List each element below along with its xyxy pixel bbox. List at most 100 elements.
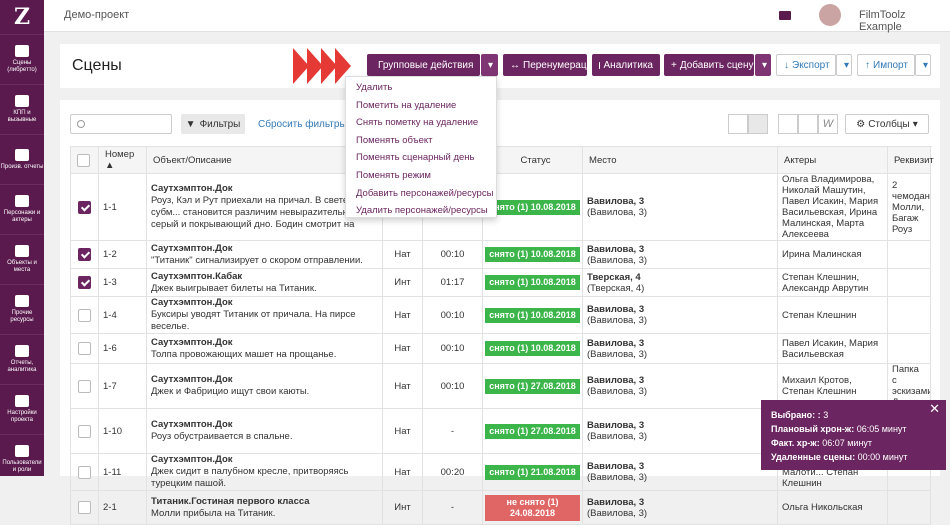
filters-button[interactable]: ▼ Фильтры (181, 114, 245, 134)
text-view-icon[interactable]: W (818, 114, 838, 134)
mail-icon[interactable] (779, 11, 791, 20)
scene-time: - (422, 490, 483, 525)
chevron-down-icon: ▾ (762, 59, 768, 71)
row-checkbox[interactable] (78, 379, 91, 393)
scene-status-cell: не снято (1) 24.08.2018 (482, 490, 583, 525)
sidebar-item-3[interactable]: Персонажи и актеры (0, 184, 44, 234)
col-object[interactable]: Объект/Описание (146, 146, 383, 174)
col-actors[interactable]: Актеры (777, 146, 888, 174)
avatar[interactable] (819, 4, 841, 26)
scene-time: - (422, 408, 483, 454)
download-icon: ↓ (784, 59, 789, 71)
menu-item[interactable]: Добавить персонажей/ресурсы (356, 187, 494, 199)
people-icon (15, 445, 29, 457)
table-row[interactable]: 1-3 Саутхэмптон.Кабак Джек выигрывает биле… (70, 268, 931, 297)
select-all-checkbox[interactable] (77, 153, 90, 167)
reset-filters-link[interactable]: Сбросить фильтры (258, 119, 347, 130)
analytics-button[interactable]: Аналитика (592, 54, 660, 76)
menu-item[interactable]: Снять пометку на удаление (356, 117, 479, 129)
scene-object: Титаник.Гостиная первого класса Молли при… (146, 490, 383, 525)
group-actions-button[interactable]: Групповые действия (367, 54, 480, 76)
row-select-cell[interactable] (70, 296, 99, 334)
user-name[interactable]: FilmToolz Example (859, 9, 906, 33)
status-badge[interactable]: снято (1) 27.08.2018 (485, 378, 580, 394)
status-badge[interactable]: снято (1) 10.08.2018 (485, 341, 580, 356)
sidebar-item-2[interactable]: Произв. отчеты (0, 134, 44, 184)
row-checkbox[interactable] (78, 342, 91, 355)
table-row[interactable]: 2-1 Титаник.Гостиная первого класса Молли … (70, 490, 931, 525)
menu-item[interactable]: Поменять сценарный день (356, 152, 475, 164)
menu-item[interactable]: Удалить персонажей/ресурсы (356, 205, 488, 217)
menu-item[interactable]: Поменять объект (356, 134, 433, 146)
row-checkbox[interactable] (78, 276, 91, 289)
project-name[interactable]: Демо-проект (64, 9, 130, 21)
scene-object: Саутхэмптон.Док Джек сидит в палубном кре… (146, 453, 383, 491)
chevron-down-icon: ▾ (923, 59, 929, 71)
sidebar-item-7[interactable]: Настройки проекта (0, 384, 44, 434)
menu-item[interactable]: Пометить на удаление (356, 99, 457, 111)
sidebar-item-5[interactable]: Прочие ресурсы (0, 284, 44, 334)
scene-number: 1-6 (98, 333, 147, 364)
scene-status-cell: снято (1) 10.08.2018 (482, 296, 583, 334)
status-badge[interactable]: не снято (1) 24.08.2018 (485, 494, 580, 521)
import-caret-button[interactable]: ▾ (915, 54, 931, 76)
users-icon (15, 195, 29, 207)
sidebar-item-1[interactable]: КПП и вызывные (0, 84, 44, 134)
row-select-cell[interactable] (70, 333, 99, 364)
row-select-cell[interactable] (70, 268, 99, 297)
row-checkbox[interactable] (78, 248, 91, 261)
status-badge[interactable]: снято (1) 10.08.2018 (485, 275, 580, 290)
menu-item[interactable]: Удалить (356, 82, 393, 93)
app-logo[interactable]: Z (13, 4, 31, 30)
close-icon[interactable]: ✕ (929, 401, 940, 416)
col-props[interactable]: Реквизит (887, 146, 934, 174)
renumber-button[interactable]: ↔ Перенумерация (503, 54, 598, 76)
row-select-cell[interactable] (70, 453, 99, 491)
row-select-cell[interactable] (70, 490, 99, 525)
list-view-icon[interactable] (798, 114, 818, 134)
row-checkbox[interactable] (78, 501, 91, 514)
sidebar-item-8[interactable]: Пользователи и роли (0, 434, 44, 484)
sidebar-item-6[interactable]: Отчеты, аналитика (0, 334, 44, 384)
group-actions-caret-button[interactable]: ▾ (481, 54, 498, 76)
row-select-cell[interactable] (70, 408, 99, 454)
status-badge[interactable]: снято (1) 10.08.2018 (485, 199, 580, 215)
scene-place: Вавилова, 3 (Вавилова, 3) (582, 408, 778, 454)
row-select-cell[interactable] (70, 363, 99, 409)
table-row[interactable]: 1-6 Саутхэмптон.Док Толпа провожающих маше… (70, 333, 931, 364)
table-row[interactable]: 1-4 Саутхэмптон.Док Буксиры уводят Титаник… (70, 296, 931, 334)
export-caret-button[interactable]: ▾ (836, 54, 852, 76)
sidebar-item-0[interactable]: Сцены (либретто) (0, 34, 44, 84)
row-checkbox[interactable] (78, 308, 91, 322)
bar-chart-icon (15, 345, 29, 357)
col-place[interactable]: Место (582, 146, 778, 174)
plus-icon: + (671, 59, 677, 71)
add-scene-button[interactable]: + Добавить сцену (664, 54, 754, 76)
split-view-icon[interactable] (778, 114, 798, 134)
sidebar-item-4[interactable]: Объекты и места (0, 234, 44, 284)
status-badge[interactable]: снято (1) 21.08.2018 (485, 464, 580, 480)
col-status[interactable]: Статус (482, 146, 583, 174)
status-badge[interactable]: снято (1) 27.08.2018 (485, 423, 580, 439)
table-row[interactable]: 1-1 Саутхэмптон.Док Роуз, Кэл и Рут приеха… (70, 173, 931, 241)
status-badge[interactable]: снято (1) 10.08.2018 (485, 307, 580, 323)
table-row[interactable]: 1-2 Саутхэмптон.Док "Титаник" сигнализируе… (70, 240, 931, 269)
row-checkbox[interactable] (78, 424, 91, 438)
row-select-cell[interactable] (70, 240, 99, 269)
import-button[interactable]: ↑ Импорт (857, 54, 915, 76)
status-badge[interactable]: снято (1) 10.08.2018 (485, 247, 580, 262)
scene-number: 1-1 (98, 173, 147, 241)
export-button[interactable]: ↓ Экспорт (776, 54, 836, 76)
select-all-cell[interactable] (70, 146, 99, 174)
color-view-icon[interactable] (728, 114, 748, 134)
row-checkbox[interactable] (78, 200, 91, 214)
box-icon (15, 295, 29, 307)
add-scene-caret-button[interactable]: ▾ (755, 54, 771, 76)
search-input[interactable] (70, 114, 172, 134)
menu-item[interactable]: Поменять режим (356, 169, 431, 181)
grid-view-icon[interactable] (748, 114, 768, 134)
columns-button[interactable]: ⚙ Столбцы ▾ (845, 114, 929, 134)
col-number[interactable]: Номер ▲ (98, 146, 147, 174)
row-checkbox[interactable] (78, 465, 91, 479)
row-select-cell[interactable] (70, 173, 99, 241)
